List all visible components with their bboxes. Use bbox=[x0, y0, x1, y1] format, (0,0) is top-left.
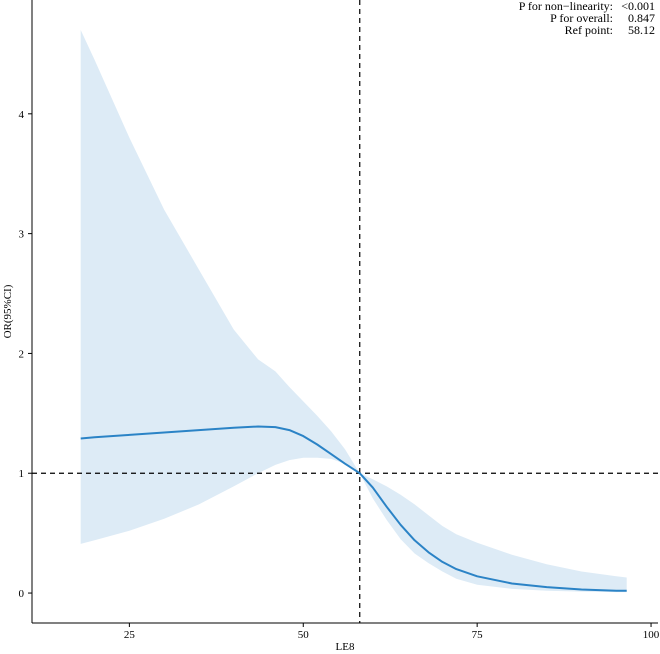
y-ticks: 0 1 2 3 4 bbox=[19, 109, 32, 600]
annotation-value-overall: 0.847 bbox=[628, 11, 655, 25]
x-tick-label: 50 bbox=[298, 629, 310, 641]
annotation-value-nonlinearity: <0.001 bbox=[621, 0, 655, 13]
annotation-label-ref-point: Ref point: bbox=[565, 23, 613, 37]
x-tick-label: 25 bbox=[124, 629, 136, 641]
x-ticks: 25 50 75 100 bbox=[124, 623, 660, 641]
x-tick-label: 100 bbox=[643, 629, 660, 641]
x-tick-label: 75 bbox=[472, 629, 484, 641]
confidence-band bbox=[80, 30, 627, 593]
y-tick-label: 1 bbox=[19, 468, 25, 480]
y-tick-label: 4 bbox=[19, 109, 25, 121]
annotation-label-nonlinearity: P for non−linearity: bbox=[519, 0, 613, 13]
y-tick-label: 2 bbox=[19, 348, 25, 360]
y-tick-label: 0 bbox=[19, 588, 25, 600]
annotation-value-ref-point: 58.12 bbox=[628, 23, 655, 37]
y-axis-title: OR(95%CI) bbox=[2, 284, 14, 338]
stats-annotation: P for non−linearity: <0.001 P for overal… bbox=[519, 0, 655, 37]
annotation-label-overall: P for overall: bbox=[550, 11, 613, 25]
plot-area bbox=[32, 0, 658, 623]
or-curve bbox=[80, 425, 627, 592]
x-axis-title: LE8 bbox=[336, 641, 355, 653]
y-tick-label: 3 bbox=[19, 229, 25, 241]
